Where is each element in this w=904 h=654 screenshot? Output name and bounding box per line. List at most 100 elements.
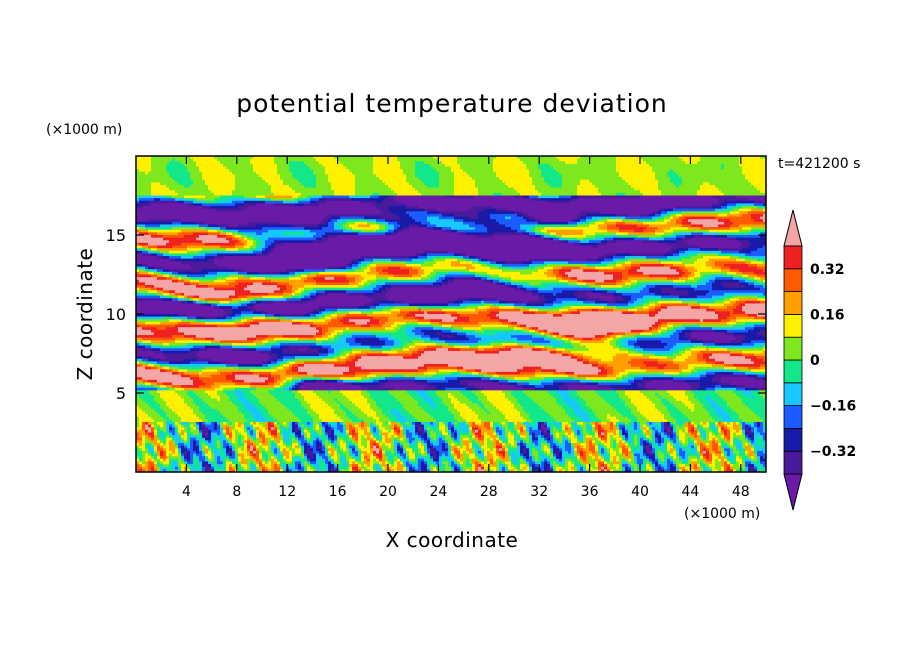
contour-cell (619, 174, 656, 178)
contour-cell (619, 432, 623, 436)
contour-cell (370, 403, 377, 407)
contour-cell (658, 208, 665, 212)
contour-cell (319, 395, 347, 399)
contour-cell (214, 427, 218, 431)
contour-cell (613, 371, 620, 376)
contour-cell (415, 390, 428, 394)
contour-cell (736, 271, 743, 276)
contour-cell (514, 437, 518, 441)
contour-cell (304, 203, 320, 207)
contour-cell (673, 324, 683, 328)
contour-cell (232, 421, 236, 426)
contour-cell (163, 350, 191, 355)
contour-cell (478, 435, 482, 439)
contour-cell (475, 393, 485, 397)
contour-cell (517, 213, 524, 218)
contour-cell (751, 227, 766, 231)
contour-cell (436, 224, 470, 228)
contour-cell (316, 393, 344, 397)
contour-cell (562, 277, 572, 281)
contour-cell (148, 414, 161, 418)
contour-cell (439, 395, 449, 399)
contour-cell (691, 385, 701, 389)
contour-cell (547, 311, 563, 315)
contour-cell (607, 429, 617, 434)
contour-cell (208, 429, 212, 434)
contour-cell (322, 345, 332, 349)
contour-cell (157, 327, 167, 331)
contour-cell (379, 427, 386, 431)
contour-cell (532, 435, 536, 439)
contour-cell (232, 306, 239, 310)
contour-cell (511, 227, 521, 231)
contour-cell (517, 321, 656, 326)
contour-cell (361, 266, 368, 270)
contour-cell (478, 332, 497, 336)
contour-cell (289, 408, 308, 413)
contour-cell (568, 435, 575, 439)
contour-cell (547, 335, 554, 339)
contour-cell (745, 335, 764, 339)
contour-cell (763, 335, 766, 339)
contour-cell (568, 437, 572, 441)
contour-cell (367, 429, 371, 434)
contour-cell (742, 390, 752, 394)
contour-cell (322, 419, 344, 423)
contour-cell (280, 427, 290, 431)
contour-cell (511, 335, 533, 339)
contour-cell (484, 261, 491, 265)
contour-cell (676, 171, 743, 176)
contour-cell (196, 285, 209, 289)
contour-cell (145, 248, 152, 252)
contour-cell (280, 221, 320, 226)
contour-cell (424, 250, 449, 255)
contour-cell (139, 395, 155, 399)
contour-cell (631, 295, 644, 299)
contour-cell (676, 213, 683, 218)
contour-cell (595, 282, 617, 286)
contour-cell (244, 321, 251, 326)
contour-cell (616, 416, 629, 420)
contour-cell (427, 216, 440, 220)
contour-cell (367, 398, 374, 402)
contour-cell (634, 335, 659, 339)
contour-cell (445, 277, 455, 281)
contour-cell (220, 306, 233, 310)
contour-cell (238, 421, 242, 426)
contour-cell (577, 298, 587, 302)
contour-cell (613, 332, 626, 336)
contour-cell (682, 421, 686, 426)
contour-cell (757, 206, 766, 210)
contour-cell (142, 340, 152, 344)
contour-cell (481, 421, 485, 426)
contour-cell (214, 421, 218, 426)
contour-cell (688, 395, 695, 399)
contour-cell (277, 169, 290, 173)
contour-cell (400, 311, 410, 315)
contour-cell (268, 229, 311, 233)
contour-cell (595, 421, 599, 426)
contour-cell (418, 269, 425, 273)
contour-cell (517, 400, 536, 405)
contour-cell (460, 429, 464, 434)
contour-cell (745, 258, 758, 262)
contour-cell (670, 227, 689, 231)
contour-cell (616, 221, 626, 226)
contour-cell (445, 377, 458, 381)
contour-cell (262, 411, 269, 415)
contour-cell (145, 227, 173, 231)
contour-cell (136, 179, 176, 183)
contour-cell (682, 400, 692, 405)
contour-cell (673, 424, 677, 428)
contour-cell (571, 342, 581, 347)
contour-cell (550, 429, 554, 434)
contour-cell (394, 227, 398, 231)
contour-cell (715, 235, 728, 239)
contour-cell (508, 398, 518, 402)
contour-cell (478, 429, 482, 434)
contour-cell (712, 203, 722, 207)
contour-cell (301, 290, 305, 294)
contour-cell (637, 303, 644, 307)
contour-cell (421, 353, 563, 357)
contour-cell (577, 190, 599, 194)
